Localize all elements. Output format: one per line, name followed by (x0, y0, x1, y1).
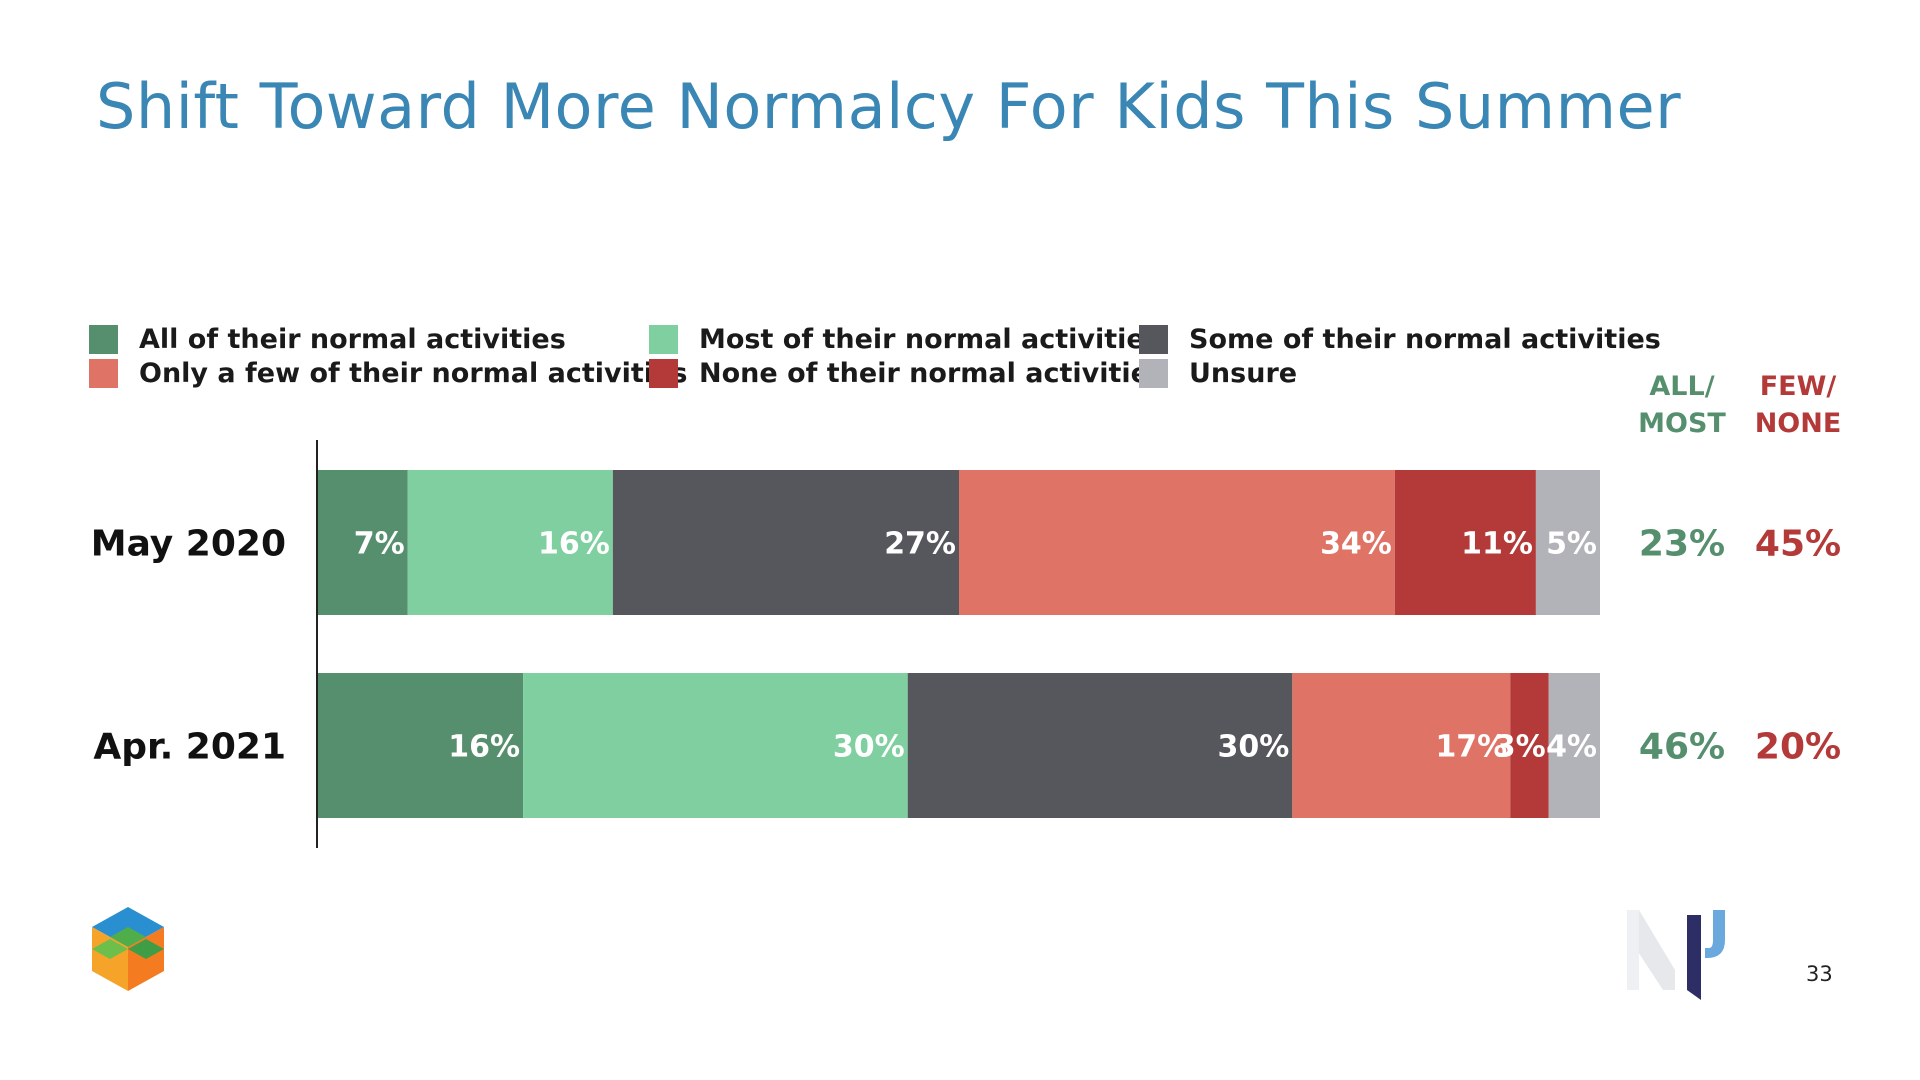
bar-segment-apr-2021-only-a-few-of-their-normal-activities (1292, 673, 1511, 818)
category-label-may-2020: May 2020 (91, 524, 286, 565)
bar-segment-apr-2021-none-of-their-normal-activities (1510, 673, 1549, 818)
data-label-apr-2021-all-of-their-normal-activities: 16% (448, 730, 520, 765)
legend-label-unsure: Unsure (1189, 357, 1298, 389)
data-label-apr-2021-none-of-their-normal-activities: 3% (1495, 730, 1546, 765)
data-label-apr-2021-most-of-their-normal-activities: 30% (833, 730, 905, 765)
summary-all-most-may-2020: 23% (1639, 524, 1725, 565)
cube-logo-icon (92, 907, 164, 991)
data-label-may-2020-some-of-their-normal-activities: 27% (884, 527, 956, 562)
data-label-apr-2021-some-of-their-normal-activities: 30% (1218, 730, 1290, 765)
summary-header-few-none-line1: FEW/ (1759, 371, 1837, 402)
data-label-may-2020-unsure: 5% (1546, 527, 1597, 562)
legend-swatch-most (649, 324, 678, 354)
summary-header-few-none-line2: NONE (1754, 408, 1842, 439)
legend-swatch-unsure (1139, 358, 1168, 388)
bar-segment-may-2020-all-of-their-normal-activities (318, 470, 408, 615)
legend-swatch-some (1139, 324, 1168, 354)
page-title: Shift Toward More Normalcy For Kids This… (96, 70, 1682, 143)
summary-all-most-apr-2021: 46% (1639, 727, 1725, 768)
bar-segment-may-2020-unsure (1535, 470, 1600, 615)
summary-header-all-most-line1: ALL/ (1649, 371, 1715, 402)
bar-segment-may-2020-most-of-their-normal-activities (407, 470, 613, 615)
bar-segment-may-2020-none-of-their-normal-activities (1394, 470, 1536, 615)
legend-label-most: Most of their normal activities (699, 323, 1161, 355)
summary-header-all-most: ALL/ MOST (1622, 368, 1742, 442)
legend-item-all: All of their normal activities (89, 322, 566, 356)
page-number: 33 (1806, 962, 1833, 986)
legend-swatch-few (89, 358, 118, 388)
data-label-may-2020-most-of-their-normal-activities: 16% (538, 527, 610, 562)
data-label-apr-2021-only-a-few-of-their-normal-activities: 17% (1435, 730, 1507, 765)
data-label-may-2020-none-of-their-normal-activities: 11% (1461, 527, 1533, 562)
bar-segment-may-2020-only-a-few-of-their-normal-activities (959, 470, 1395, 615)
bar-segment-apr-2021-all-of-their-normal-activities (318, 673, 524, 818)
bar-segment-apr-2021-unsure (1548, 673, 1600, 818)
np-logo-icon (1627, 910, 1725, 1000)
data-label-may-2020-only-a-few-of-their-normal-activities: 34% (1320, 527, 1392, 562)
legend-label-few: Only a few of their normal activities (139, 357, 688, 389)
summary-few-none-apr-2021: 20% (1755, 727, 1841, 768)
legend-item-few: Only a few of their normal activities (89, 356, 687, 390)
legend-item-unsure: Unsure (1139, 356, 1297, 390)
data-label-apr-2021-unsure: 4% (1546, 730, 1597, 765)
legend-swatch-none (649, 358, 678, 388)
legend-item-most: Most of their normal activities (649, 322, 1161, 356)
summary-header-few-none: FEW/ NONE (1738, 368, 1858, 442)
legend-item-some: Some of their normal activities (1139, 322, 1661, 356)
legend-label-all: All of their normal activities (139, 323, 566, 355)
category-axis-line (316, 440, 318, 848)
category-label-apr-2021: Apr. 2021 (93, 727, 286, 768)
summary-header-all-most-line2: MOST (1638, 408, 1726, 439)
legend: All of their normal activities Most of t… (89, 322, 1661, 402)
legend-label-none: None of their normal activities (699, 357, 1166, 389)
summary-few-none-may-2020: 45% (1755, 524, 1841, 565)
legend-item-none: None of their normal activities (649, 356, 1165, 390)
legend-label-some: Some of their normal activities (1189, 323, 1661, 355)
bar-segment-may-2020-some-of-their-normal-activities (612, 470, 959, 615)
data-label-may-2020-all-of-their-normal-activities: 7% (354, 527, 405, 562)
bar-segment-apr-2021-most-of-their-normal-activities (523, 673, 908, 818)
legend-swatch-all (89, 324, 118, 354)
bar-segment-apr-2021-some-of-their-normal-activities (907, 673, 1293, 818)
